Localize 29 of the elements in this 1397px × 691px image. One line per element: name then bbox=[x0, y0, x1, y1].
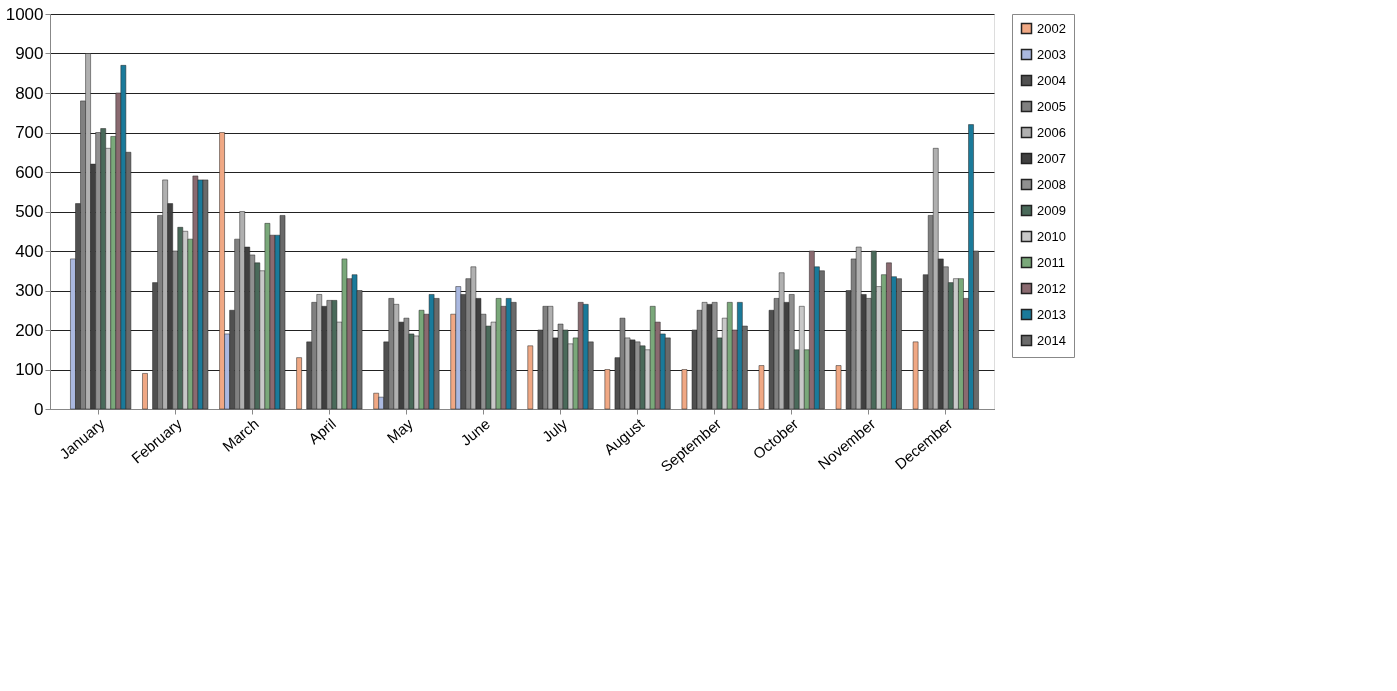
y-tick-label: 0 bbox=[34, 399, 44, 419]
y-tick-label: 400 bbox=[15, 241, 44, 261]
y-tick-label: 100 bbox=[15, 360, 44, 379]
legend-label: 2011 bbox=[1037, 254, 1065, 270]
legend-label: 2013 bbox=[1037, 306, 1066, 322]
legend-label: 2012 bbox=[1037, 280, 1066, 296]
bar bbox=[142, 373, 148, 410]
y-tick-label: 500 bbox=[15, 202, 44, 221]
y-tick-label: 200 bbox=[15, 320, 44, 340]
bar bbox=[373, 392, 379, 410]
legend-label: 2007 bbox=[1037, 150, 1066, 166]
legend-label: 2006 bbox=[1037, 124, 1066, 140]
x-tick-label: May bbox=[383, 414, 417, 447]
y-tick-label: 700 bbox=[15, 123, 44, 142]
legend-label: 2003 bbox=[1037, 46, 1066, 62]
legend-label: 2014 bbox=[1037, 332, 1066, 348]
y-tick-label: 1000 bbox=[5, 4, 44, 24]
legend-label: 2010 bbox=[1037, 228, 1066, 244]
legend-label: 2009 bbox=[1037, 202, 1066, 218]
y-tick-label: 900 bbox=[15, 44, 44, 63]
y-tick-label: 600 bbox=[15, 162, 44, 182]
x-tick-label: July bbox=[538, 414, 571, 446]
legend-label: 2005 bbox=[1037, 98, 1066, 114]
y-tick-label: 800 bbox=[15, 83, 44, 103]
x-tick-label: June bbox=[457, 414, 494, 449]
legend-label: 2002 bbox=[1037, 20, 1066, 36]
y-tick-label: 300 bbox=[15, 281, 44, 300]
legend-label: 2004 bbox=[1037, 72, 1066, 88]
legend-label: 2008 bbox=[1037, 176, 1066, 192]
